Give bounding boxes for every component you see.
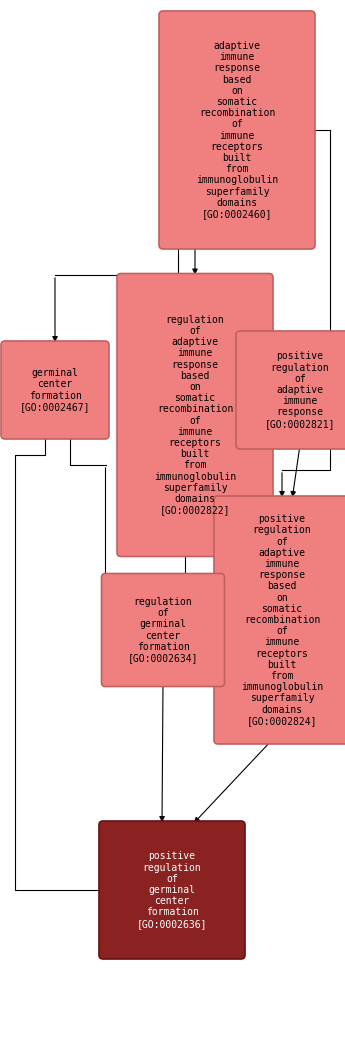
FancyBboxPatch shape	[1, 341, 109, 439]
FancyBboxPatch shape	[236, 331, 345, 449]
FancyBboxPatch shape	[159, 11, 315, 249]
Text: regulation
of
adaptive
immune
response
based
on
somatic
recombination
of
immune
: regulation of adaptive immune response b…	[154, 315, 236, 515]
FancyBboxPatch shape	[117, 274, 273, 557]
FancyBboxPatch shape	[101, 573, 225, 686]
FancyBboxPatch shape	[99, 821, 245, 959]
FancyBboxPatch shape	[214, 496, 345, 744]
Text: regulation
of
germinal
center
formation
[GO:0002634]: regulation of germinal center formation …	[128, 597, 198, 663]
Text: positive
regulation
of
adaptive
immune
response
[GO:0002821]: positive regulation of adaptive immune r…	[265, 352, 335, 429]
Text: positive
regulation
of
germinal
center
formation
[GO:0002636]: positive regulation of germinal center f…	[137, 851, 207, 928]
Text: germinal
center
formation
[GO:0002467]: germinal center formation [GO:0002467]	[20, 369, 90, 412]
Text: adaptive
immune
response
based
on
somatic
recombination
of
immune
receptors
buil: adaptive immune response based on somati…	[196, 41, 278, 219]
Text: positive
regulation
of
adaptive
immune
response
based
on
somatic
recombination
o: positive regulation of adaptive immune r…	[241, 514, 323, 725]
